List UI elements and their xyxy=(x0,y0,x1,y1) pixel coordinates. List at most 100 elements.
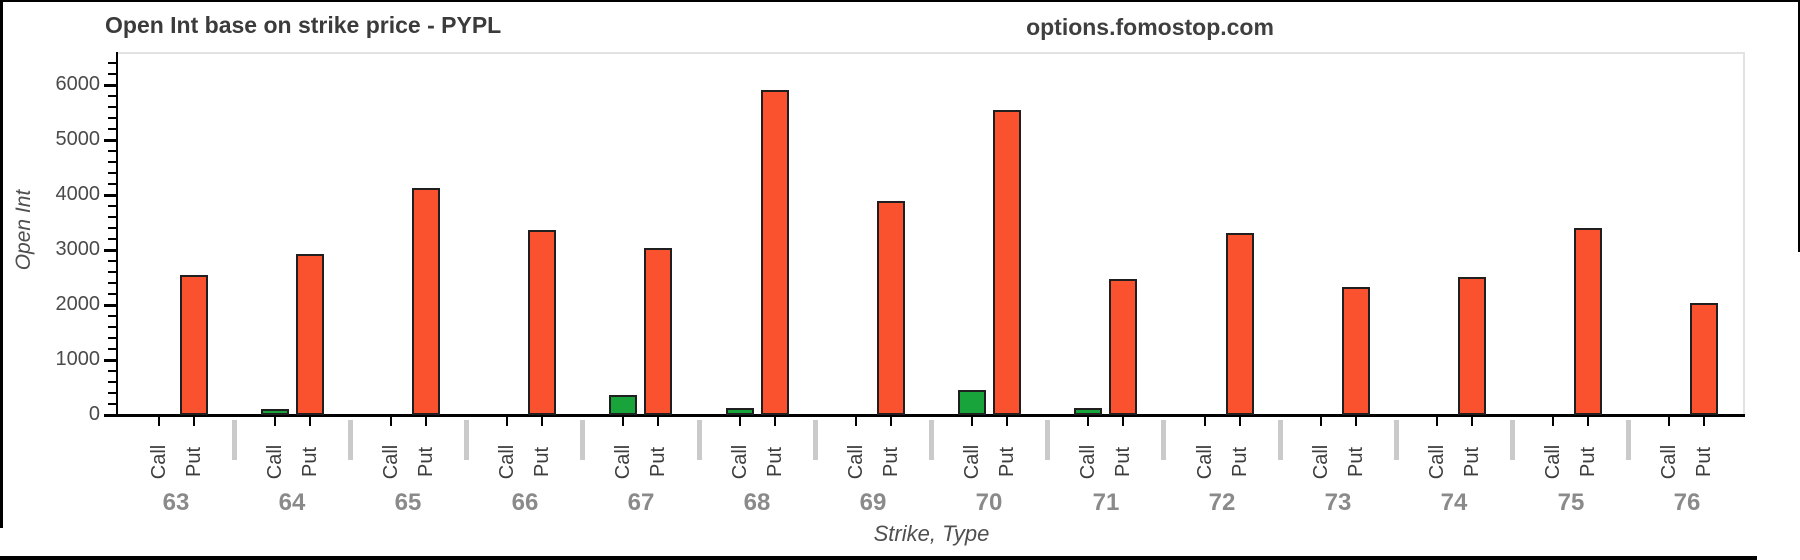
x-tick xyxy=(774,417,776,426)
y-minor-tick xyxy=(108,95,116,97)
y-minor-tick xyxy=(108,271,116,273)
strike-label-73: 73 xyxy=(1324,489,1352,516)
bar-sublabel-put: Put xyxy=(880,446,902,478)
bar-sublabel-call: Call xyxy=(1426,444,1448,480)
strike-label-66: 66 xyxy=(511,489,539,516)
bar-put-70 xyxy=(993,110,1021,415)
y-minor-tick xyxy=(108,150,116,152)
y-minor-tick xyxy=(108,106,116,108)
y-tick-label: 4000 xyxy=(55,183,101,205)
frame-border-top xyxy=(0,0,1800,2)
x-tick xyxy=(657,417,659,426)
bar-put-64 xyxy=(296,254,324,415)
y-tick-label: 6000 xyxy=(55,73,101,95)
y-minor-tick xyxy=(108,238,116,240)
bar-call-67 xyxy=(609,395,637,415)
bar-sublabel-put: Put xyxy=(1345,446,1367,478)
y-minor-tick xyxy=(108,128,116,130)
frame-border-bottom xyxy=(0,556,1757,560)
bar-put-75 xyxy=(1574,228,1602,415)
frame-border-right xyxy=(1798,0,1800,252)
x-tick xyxy=(193,417,195,426)
strike-label-64: 64 xyxy=(278,489,306,516)
x-axis-title: Strike, Type xyxy=(873,521,990,546)
group-divider xyxy=(464,420,469,460)
x-tick xyxy=(425,417,427,426)
x-tick xyxy=(1320,417,1322,426)
bar-put-73 xyxy=(1342,287,1370,415)
y-major-tick xyxy=(104,414,116,417)
y-minor-tick xyxy=(108,117,116,119)
bar-call-64 xyxy=(261,409,289,415)
x-tick xyxy=(1006,417,1008,426)
plot-border-right xyxy=(1743,52,1745,415)
x-tick xyxy=(390,417,392,426)
bar-sublabel-put: Put xyxy=(1112,446,1134,478)
bar-sublabel-call: Call xyxy=(1658,444,1680,480)
y-tick-label: 5000 xyxy=(55,128,101,150)
bar-call-70 xyxy=(958,390,986,415)
group-divider xyxy=(1510,420,1515,460)
strike-label-75: 75 xyxy=(1557,489,1585,516)
bar-put-67 xyxy=(644,248,672,415)
bar-sublabel-call: Call xyxy=(729,444,751,480)
strike-label-65: 65 xyxy=(394,489,422,516)
bar-call-71 xyxy=(1074,408,1102,415)
y-major-tick xyxy=(104,84,116,87)
bar-sublabel-put: Put xyxy=(1229,446,1251,478)
bar-put-63 xyxy=(180,275,208,415)
strike-label-67: 67 xyxy=(627,489,655,516)
y-minor-tick xyxy=(108,172,116,174)
y-major-tick xyxy=(104,194,116,197)
y-tick-label: 0 xyxy=(88,403,100,425)
group-divider xyxy=(813,420,818,460)
y-minor-tick xyxy=(108,403,116,405)
group-divider xyxy=(1278,420,1283,460)
x-tick xyxy=(274,417,276,426)
frame-border-left xyxy=(0,0,3,528)
strike-label-68: 68 xyxy=(743,489,771,516)
y-minor-tick xyxy=(108,62,116,64)
y-minor-tick xyxy=(108,227,116,229)
y-axis-line xyxy=(116,52,118,417)
bar-put-72 xyxy=(1226,233,1254,415)
x-tick xyxy=(855,417,857,426)
y-minor-tick xyxy=(108,73,116,75)
bar-sublabel-call: Call xyxy=(1310,444,1332,480)
x-axis-line xyxy=(116,414,1745,417)
x-tick xyxy=(506,417,508,426)
y-minor-tick xyxy=(108,260,116,262)
x-tick xyxy=(1204,417,1206,426)
bar-sublabel-put: Put xyxy=(996,446,1018,478)
group-divider xyxy=(1626,420,1631,460)
strike-label-69: 69 xyxy=(859,489,887,516)
bar-sublabel-call: Call xyxy=(612,444,634,480)
group-divider xyxy=(580,420,585,460)
bar-sublabel-put: Put xyxy=(1577,446,1599,478)
group-divider xyxy=(929,420,934,460)
group-divider xyxy=(1045,420,1050,460)
x-tick xyxy=(1703,417,1705,426)
y-minor-tick xyxy=(108,183,116,185)
bar-sublabel-put: Put xyxy=(764,446,786,478)
bar-sublabel-call: Call xyxy=(1194,444,1216,480)
group-divider xyxy=(1161,420,1166,460)
group-divider xyxy=(232,420,237,460)
strike-label-74: 74 xyxy=(1440,489,1468,516)
y-minor-tick xyxy=(108,216,116,218)
strike-label-76: 76 xyxy=(1673,489,1701,516)
x-tick xyxy=(1239,417,1241,426)
bar-put-71 xyxy=(1109,279,1137,415)
group-divider xyxy=(697,420,702,460)
y-major-tick xyxy=(104,139,116,142)
y-minor-tick xyxy=(108,326,116,328)
bar-put-66 xyxy=(528,230,556,415)
bar-sublabel-call: Call xyxy=(148,444,170,480)
bar-put-65 xyxy=(412,188,440,415)
x-tick xyxy=(1471,417,1473,426)
strike-label-63: 63 xyxy=(162,489,190,516)
y-minor-tick xyxy=(108,348,116,350)
x-tick xyxy=(739,417,741,426)
watermark-text: options.fomostop.com xyxy=(1026,14,1274,40)
